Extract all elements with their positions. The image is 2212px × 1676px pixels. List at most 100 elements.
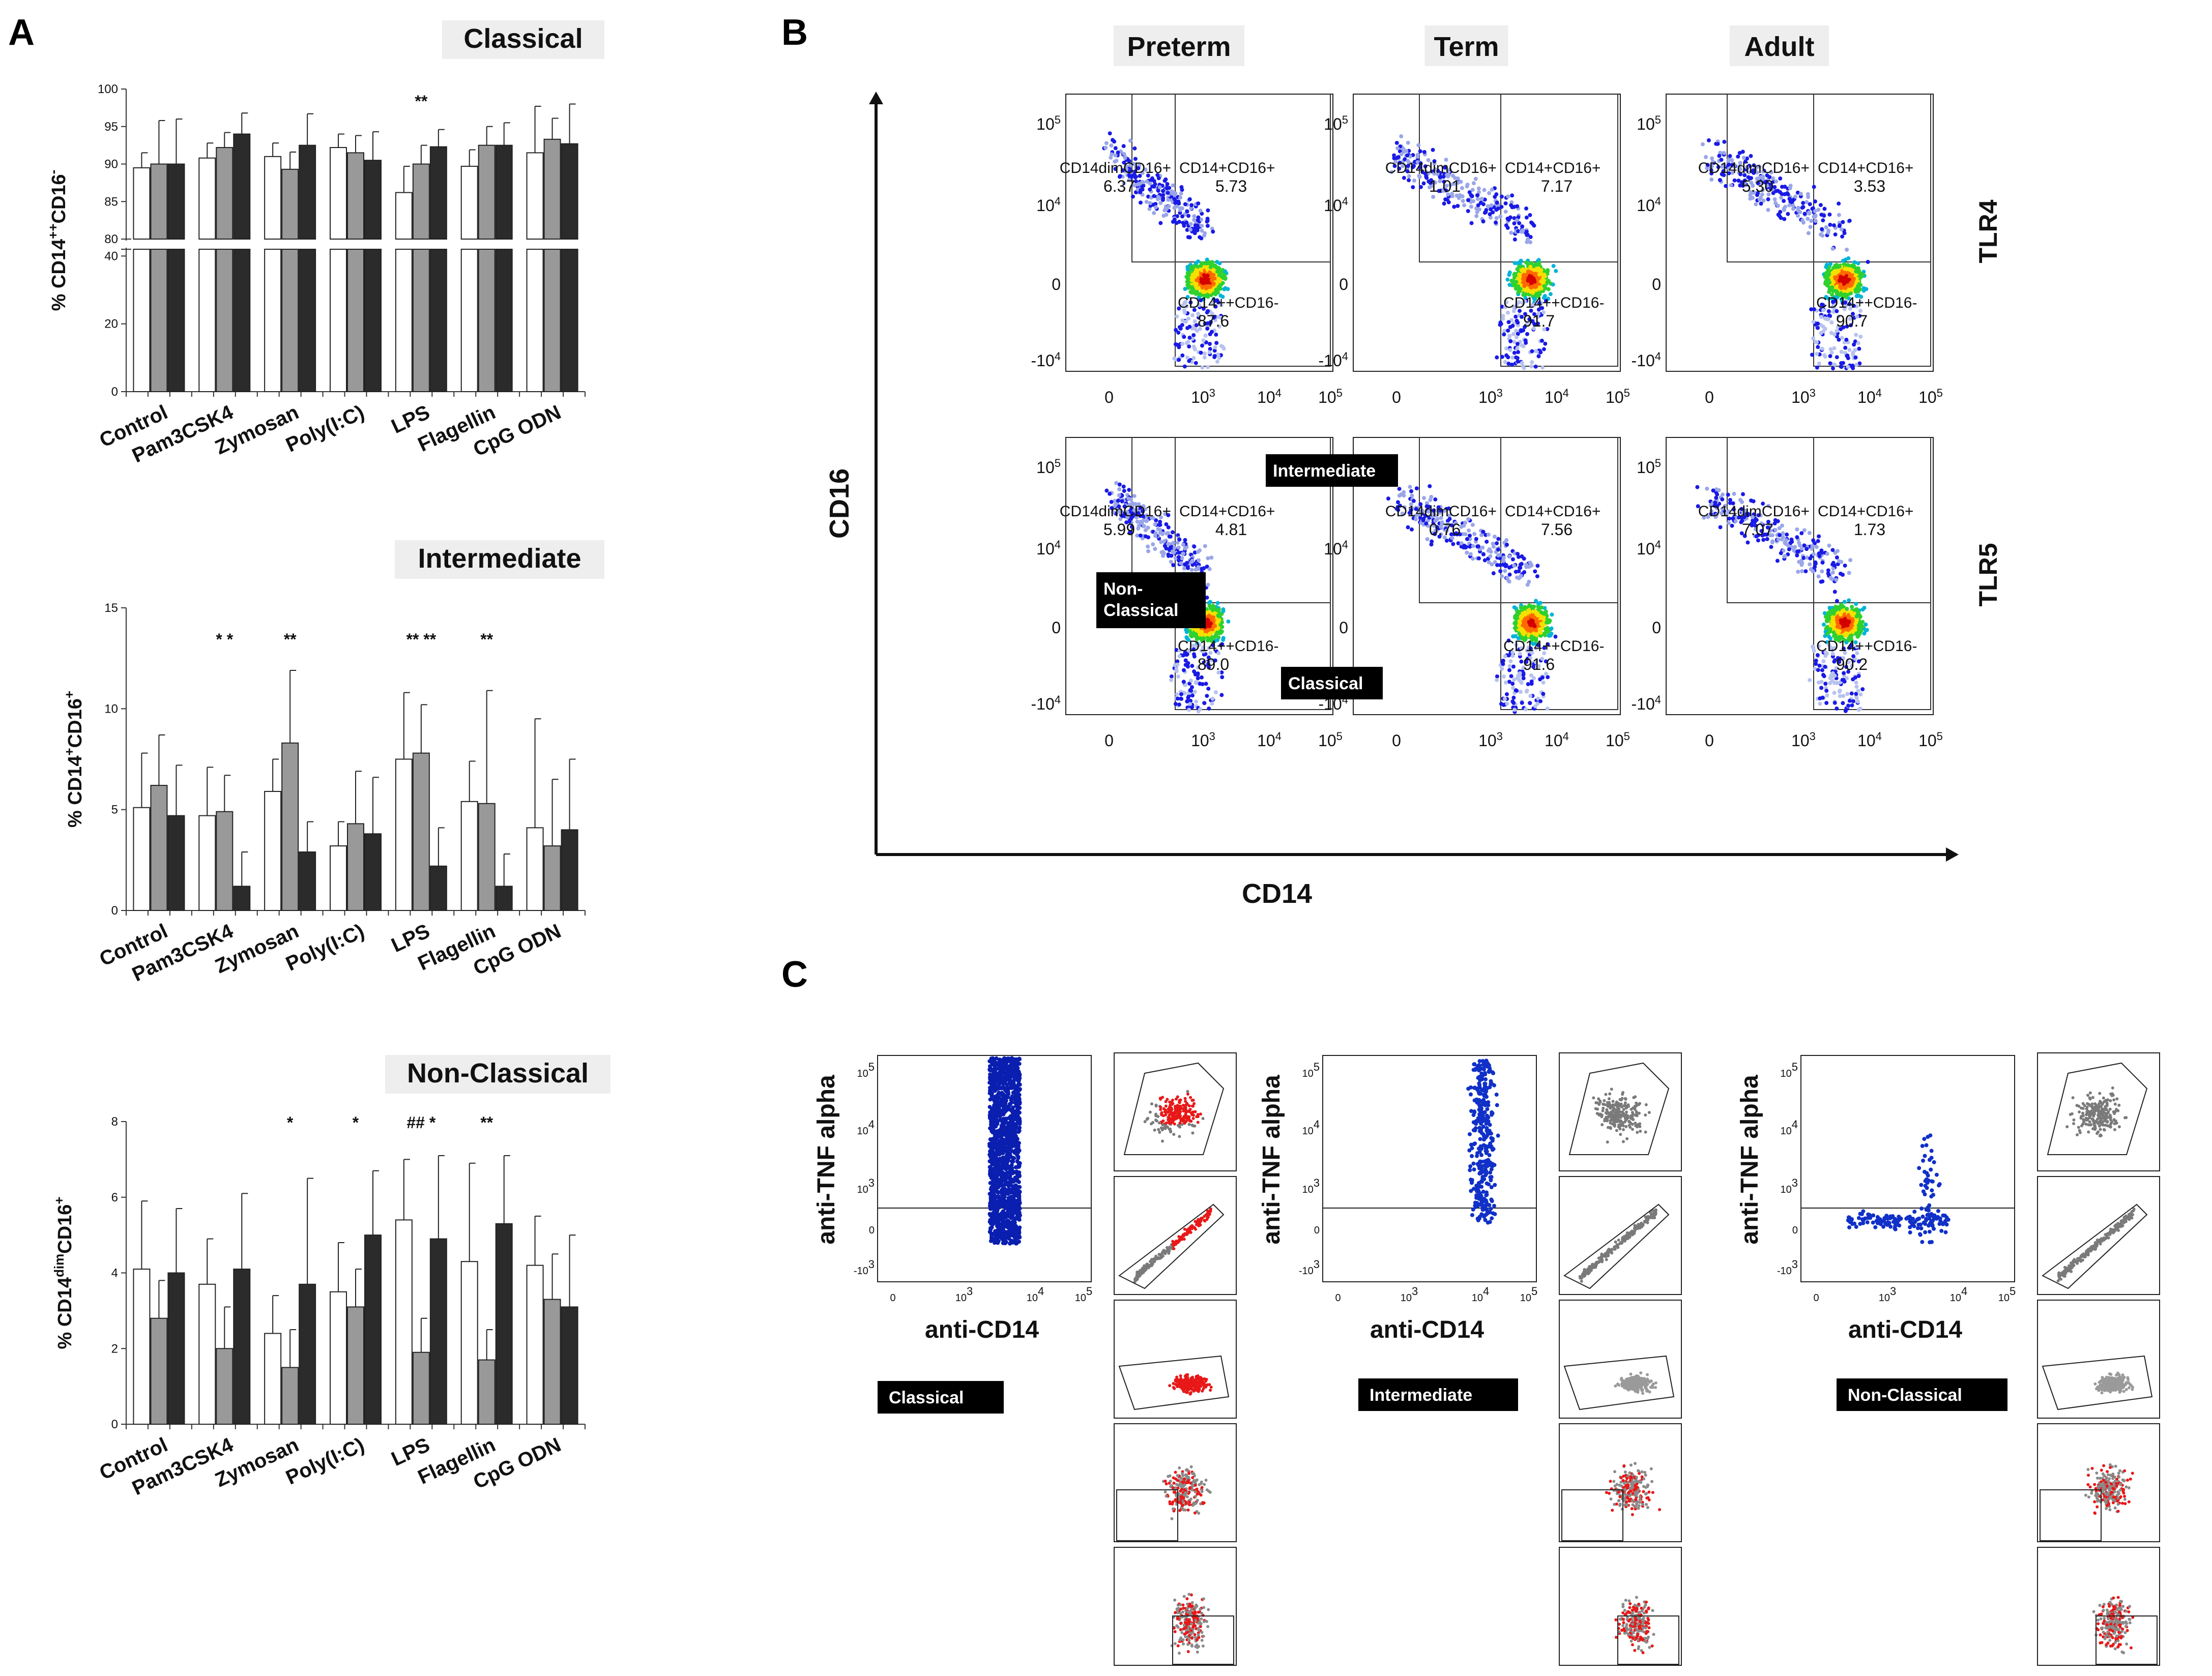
event-dot [1484, 208, 1489, 212]
event-dot [1813, 209, 1817, 214]
event-dot [1774, 179, 1779, 184]
event-dot [1207, 567, 1212, 571]
event-dot [1220, 344, 1225, 349]
x-tick-label: 0 [1104, 388, 1114, 406]
event-dot [1216, 354, 1220, 358]
event-dot [1827, 289, 1831, 294]
event-dot [1812, 307, 1816, 312]
event-dot [1215, 360, 1219, 364]
event-dot [1205, 219, 1209, 224]
event-dot [1507, 270, 1512, 275]
event-dot [1530, 360, 1534, 365]
bar [198, 249, 216, 392]
event-dot [1766, 197, 1770, 201]
event-dot [1202, 351, 1207, 356]
event-dot [1503, 201, 1508, 205]
panel-letter-a: A [8, 12, 35, 53]
event-dot [1187, 325, 1192, 329]
event-dot [1514, 280, 1519, 284]
event-dot [1223, 269, 1228, 274]
event-dot [1498, 214, 1503, 219]
event-dot [1172, 545, 1177, 550]
event-dot [1856, 341, 1860, 345]
event-dot [1857, 282, 1861, 286]
event-dot [1187, 708, 1191, 712]
event-dot [1806, 192, 1810, 196]
event-dot [1214, 341, 1219, 345]
event-dot [1481, 202, 1486, 207]
bar [412, 752, 430, 911]
bar [233, 1269, 251, 1425]
event-dot [1189, 278, 1194, 283]
event-dot [1166, 197, 1171, 202]
event-dot [1189, 290, 1194, 295]
event-dot [1849, 287, 1854, 291]
event-dot [1158, 221, 1163, 225]
event-dot [1157, 185, 1162, 190]
event-dot [1812, 185, 1816, 189]
event-dot [1161, 214, 1166, 218]
event-dot [1845, 267, 1849, 271]
event-dot [1153, 205, 1158, 210]
event-dot [1165, 207, 1169, 211]
event-dot [1217, 607, 1221, 612]
event-dot [1116, 498, 1120, 503]
event-dot [1209, 330, 1214, 334]
bar [330, 1291, 347, 1425]
event-dot [1494, 208, 1499, 212]
event-dot [1213, 345, 1217, 349]
event-dot [1748, 196, 1753, 201]
x-tick-label: 0 [1104, 731, 1114, 750]
event-dot [1465, 184, 1469, 189]
event-dot [1475, 193, 1480, 197]
event-dot [1517, 288, 1521, 293]
event-dot [1207, 604, 1212, 608]
event-dot [1701, 142, 1705, 146]
event-dot [1156, 195, 1160, 199]
event-dot [1801, 220, 1806, 225]
event-dot [1216, 285, 1221, 289]
gate-value: 3.53 [1854, 177, 1885, 195]
bar [478, 1359, 496, 1425]
event-dot [1861, 272, 1866, 277]
flow-plot-tlr4-term: CD14dimCD16+1.01CD14+CD16+7.17CD14++CD16… [1319, 94, 1630, 406]
bar [150, 163, 168, 240]
event-dot [1507, 282, 1512, 287]
event-dot [1212, 354, 1217, 358]
bar [478, 803, 496, 911]
event-dot [1175, 314, 1179, 319]
event-dot [1835, 355, 1839, 360]
event-dot [1202, 701, 1207, 705]
row-label: TLR5 [1974, 543, 2002, 607]
event-dot [1186, 214, 1191, 218]
event-dot [1194, 269, 1198, 274]
event-dot [1205, 223, 1210, 228]
event-dot [1146, 549, 1151, 553]
bar [281, 249, 299, 392]
bar [347, 1306, 364, 1425]
event-dot [1140, 521, 1144, 525]
event-dot [1179, 697, 1184, 701]
event-dot [1193, 283, 1198, 288]
event-dot [1108, 131, 1112, 136]
event-dot [1167, 534, 1172, 539]
event-dot [1820, 233, 1825, 238]
event-dot [1487, 191, 1492, 195]
event-dot [1504, 223, 1508, 228]
event-dot [1199, 280, 1204, 284]
event-dot [1216, 613, 1220, 618]
event-dot [1516, 350, 1521, 355]
event-dot [1182, 566, 1186, 571]
event-dot [1152, 179, 1156, 183]
event-dot [1216, 626, 1220, 630]
event-dot [1498, 322, 1502, 327]
significance-marker: ** ** [406, 630, 436, 649]
event-dot [1508, 348, 1512, 352]
event-dot [1858, 334, 1863, 339]
event-dot [1801, 205, 1806, 210]
event-dot [1187, 197, 1192, 201]
event-dot [1182, 335, 1186, 339]
event-dot [1194, 699, 1199, 704]
cd16-axis-arrowhead [869, 92, 883, 104]
events [1102, 131, 1230, 370]
